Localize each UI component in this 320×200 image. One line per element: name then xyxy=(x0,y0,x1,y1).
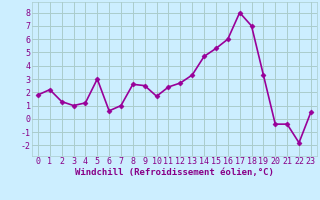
X-axis label: Windchill (Refroidissement éolien,°C): Windchill (Refroidissement éolien,°C) xyxy=(75,168,274,177)
